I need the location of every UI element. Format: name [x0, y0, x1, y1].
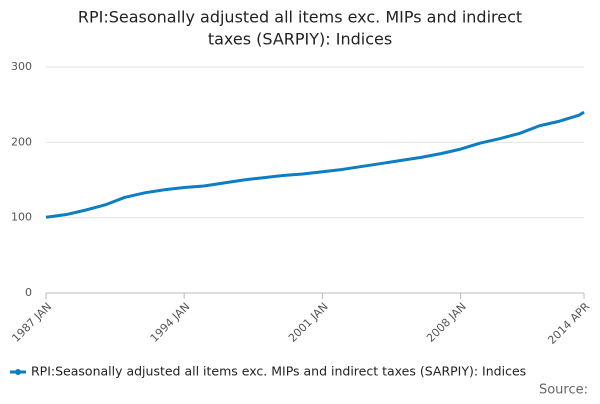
source: Source: — [539, 383, 588, 398]
y-tick-label: 0 — [25, 286, 32, 299]
x-tick-label: 1994 JAN — [148, 300, 193, 345]
chart-title: RPI:Seasonally adjusted all items exc. M… — [78, 8, 522, 27]
x-tick-label: 2008 JAN — [424, 300, 469, 345]
y-tick-label: 100 — [11, 211, 32, 224]
y-tick-label: 300 — [11, 60, 32, 73]
legend-label: RPI:Seasonally adjusted all items exc. M… — [31, 364, 526, 379]
chart-title: taxes (SARPIY): Indices — [208, 30, 392, 49]
x-tick-label: 1987 JAN — [9, 300, 54, 345]
y-tick-label: 200 — [11, 135, 32, 148]
legend-swatch-dot — [15, 369, 21, 375]
x-tick-label: 2001 JAN — [286, 300, 331, 345]
series-line — [45, 110, 585, 219]
x-tick-label: 2014 APR — [545, 300, 592, 347]
